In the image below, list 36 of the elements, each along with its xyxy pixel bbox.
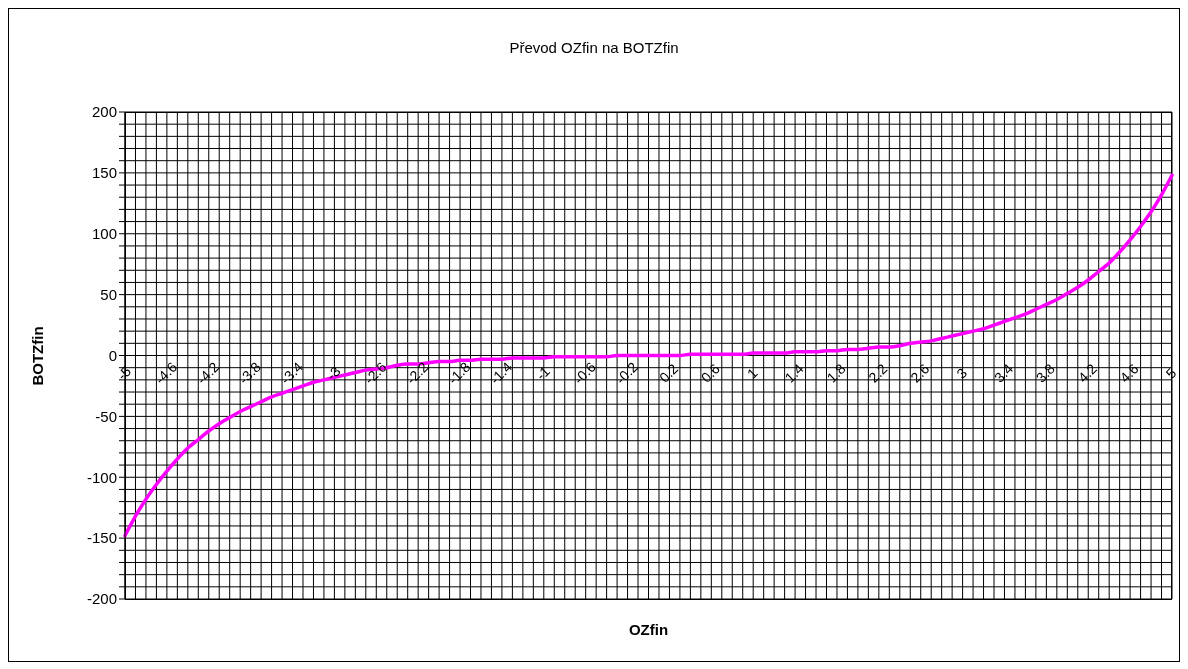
x-tick-label: -3 bbox=[323, 362, 344, 384]
x-tick-label: 2.6 bbox=[907, 360, 933, 386]
x-tick-label: -0.6 bbox=[570, 358, 600, 388]
x-tick-label: 2.2 bbox=[865, 360, 891, 386]
x-tick-label: 0.6 bbox=[697, 360, 724, 386]
x-tick-label: 3.4 bbox=[991, 360, 1017, 386]
y-tick-label: 50 bbox=[100, 285, 117, 303]
y-tick-label: 100 bbox=[91, 225, 117, 243]
y-axis-title: BOTZfin bbox=[28, 326, 46, 386]
x-tick-label: 1.4 bbox=[781, 360, 807, 386]
x-tick-label: -2.2 bbox=[403, 358, 432, 388]
x-tick-label: -1 bbox=[532, 362, 554, 384]
y-tick-label: -200 bbox=[86, 590, 117, 608]
x-tick-label: 4.6 bbox=[1116, 360, 1142, 386]
x-tick-label: 4.2 bbox=[1074, 360, 1101, 386]
chart-title: Převod OZfin na BOTZfin bbox=[508, 39, 680, 56]
x-tick-label: -4.2 bbox=[193, 358, 223, 388]
x-tick-label: 3 bbox=[953, 364, 971, 382]
x-tick-label: 3.8 bbox=[1032, 360, 1059, 386]
x-tick-label: -1.4 bbox=[486, 358, 516, 388]
y-tick-label: 150 bbox=[91, 164, 117, 182]
x-tick-label: 0.2 bbox=[655, 360, 682, 386]
y-tick-label: 0 bbox=[108, 346, 117, 364]
x-tick-label: -3.8 bbox=[235, 358, 265, 388]
x-tick-label: -4.6 bbox=[151, 358, 181, 388]
y-tick-label: -100 bbox=[86, 468, 117, 486]
x-tick-label: -3.4 bbox=[277, 358, 306, 388]
y-tick-label: -150 bbox=[86, 529, 117, 547]
x-axis-title: OZfin bbox=[627, 621, 670, 638]
x-tick-label: 1 bbox=[743, 364, 761, 382]
y-tick-label: 200 bbox=[91, 103, 117, 121]
x-tick-label: -1.8 bbox=[444, 358, 474, 388]
x-tick-label: 1.8 bbox=[823, 360, 849, 386]
y-tick-label: -50 bbox=[95, 407, 117, 425]
x-tick-label: -2.6 bbox=[361, 358, 390, 388]
x-tick-label: -0.2 bbox=[612, 358, 641, 388]
